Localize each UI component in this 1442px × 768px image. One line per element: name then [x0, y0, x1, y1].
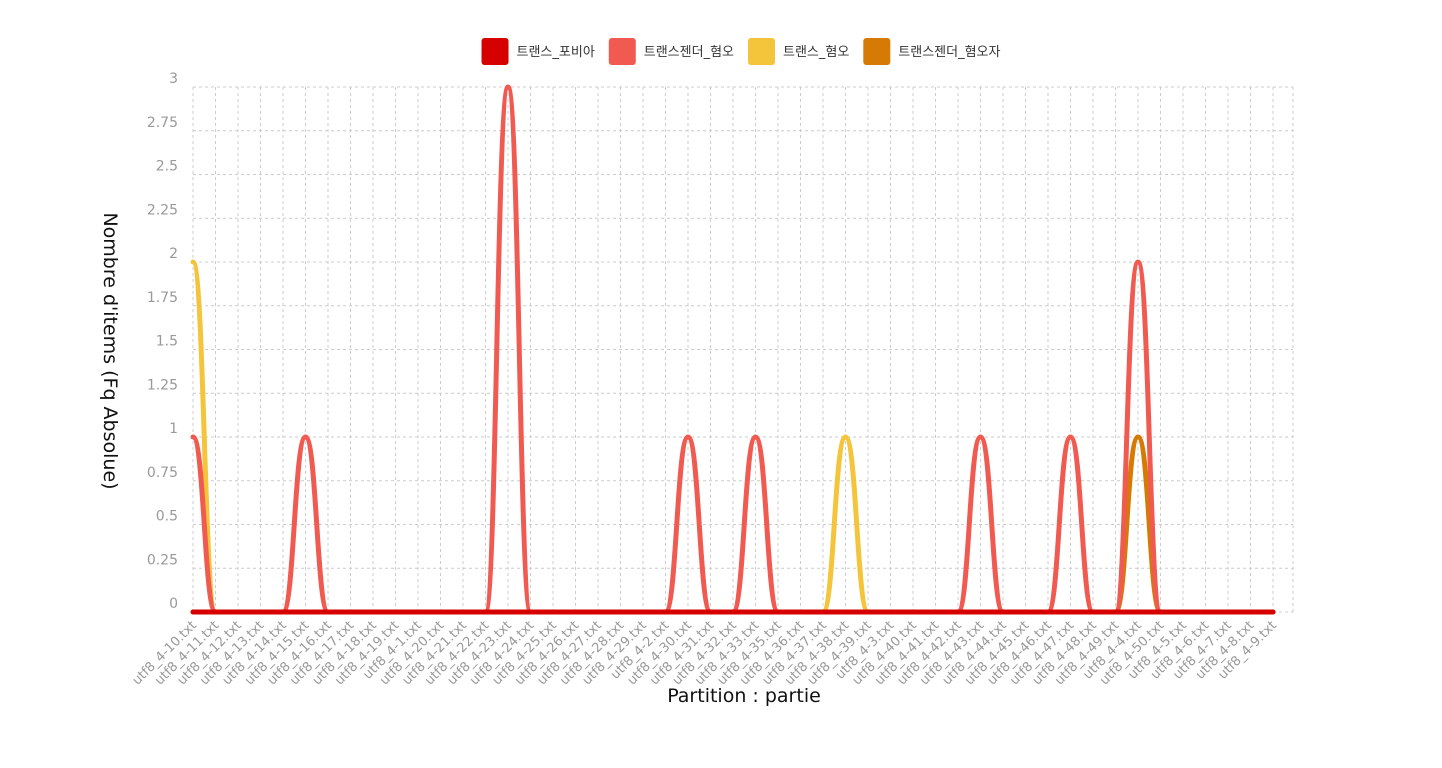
- y-tick-label: 1.25: [147, 377, 178, 393]
- y-tick-label: 2.75: [147, 115, 178, 131]
- legend-label: 트랜스젠더_혐오: [644, 45, 734, 60]
- y-tick-label: 2: [169, 246, 178, 262]
- y-tick-label: 1.5: [156, 334, 178, 350]
- y-tick-label: 2.25: [147, 202, 178, 218]
- x-axis-ticks: utf8_4-10.txtutf8_4-11.txtutf8_4-12.txtu…: [130, 618, 1280, 688]
- legend-item[interactable]: 트랜스젠더_혐오: [609, 38, 734, 65]
- legend-item[interactable]: 트랜스젠더_혐오자: [863, 38, 1000, 65]
- y-tick-label: 0.5: [156, 509, 178, 525]
- x-axis-title: Partition : partie: [667, 685, 821, 707]
- y-tick-label: 0.25: [147, 552, 178, 568]
- y-tick-label: 1: [169, 421, 178, 437]
- legend-swatch: [863, 38, 890, 65]
- legend-swatch: [482, 38, 509, 65]
- y-tick-label: 1.75: [147, 290, 178, 306]
- legend-swatch: [748, 38, 775, 65]
- y-tick-label: 2.5: [156, 159, 178, 175]
- legend-label: 트랜스젠더_혐오자: [898, 45, 1000, 60]
- y-tick-label: 0.75: [147, 465, 178, 481]
- legend-label: 트랜스_혐오: [783, 45, 849, 60]
- legend: 트랜스_포비아 트랜스젠더_혐오 트랜스_혐오 트랜스젠더_혐오자: [482, 38, 1001, 65]
- y-axis-ticks: 0 0.25 0.5 0.75 1 1.25 1.5 1.75 2 2.25 2.5 2.75 3: [147, 71, 178, 612]
- y-tick-label: 0: [169, 596, 178, 612]
- y-tick-label: 3: [169, 71, 178, 87]
- legend-item[interactable]: 트랜스_혐오: [748, 38, 849, 65]
- legend-label: 트랜스_포비아: [517, 45, 595, 60]
- legend-swatch: [609, 38, 636, 65]
- y-axis-title: Nombre d'items (Fq Absolue): [99, 212, 121, 489]
- legend-item[interactable]: 트랜스_포비아: [482, 38, 595, 65]
